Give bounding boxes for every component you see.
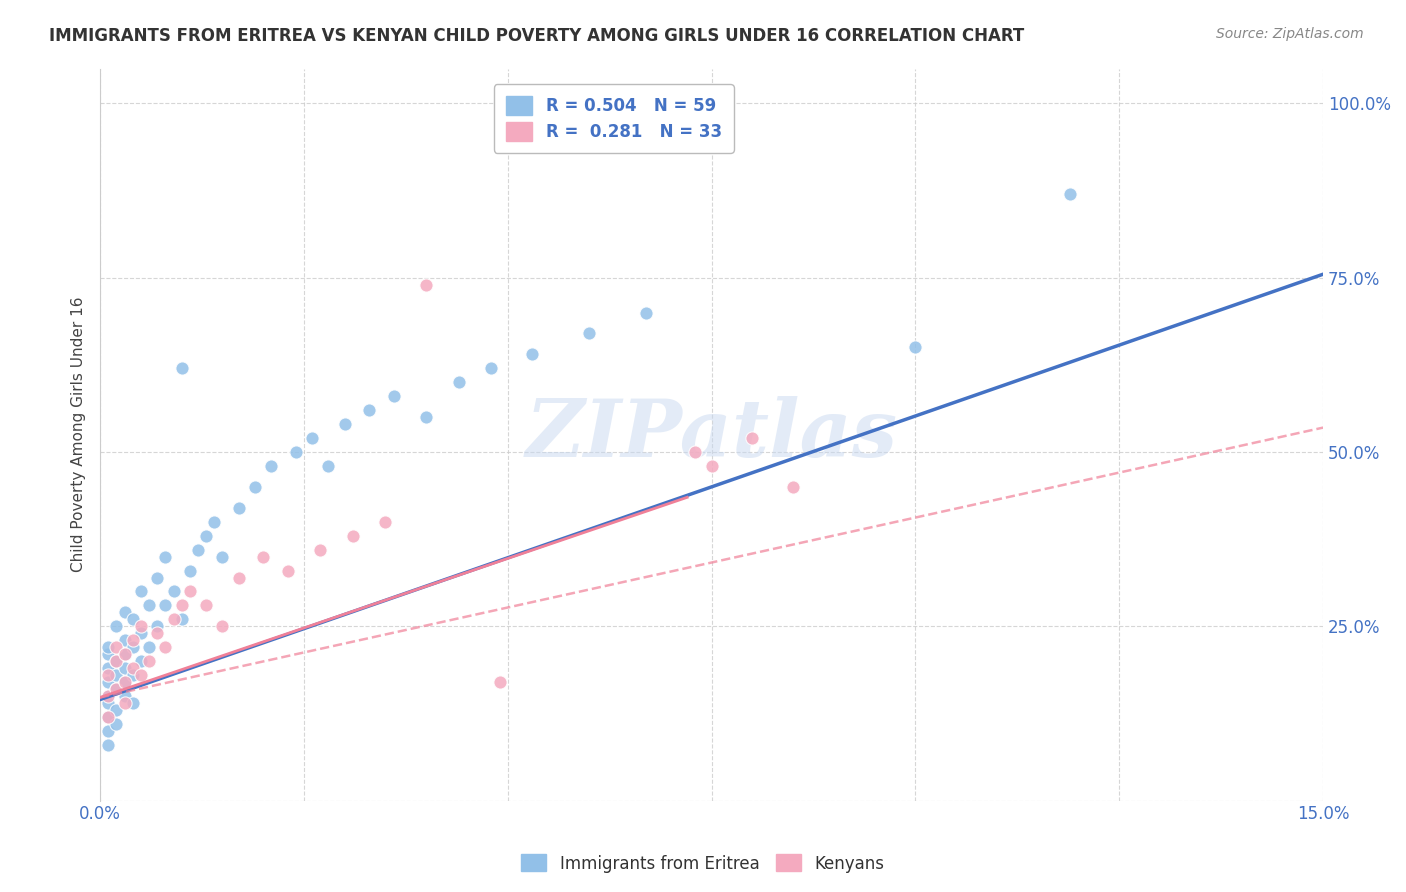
Point [114, 633, 136, 648]
Point [179, 564, 201, 578]
Point [114, 661, 136, 675]
Point [97, 710, 120, 724]
Point [318, 458, 340, 473]
Point [277, 564, 299, 578]
Point [129, 619, 152, 633]
Point [97, 647, 120, 661]
Point [97, 689, 120, 703]
Point [121, 612, 143, 626]
Point [359, 403, 381, 417]
Point [155, 549, 177, 564]
Point [741, 431, 763, 445]
Point [170, 361, 193, 376]
Point [260, 458, 283, 473]
Point [415, 277, 437, 292]
Point [415, 410, 437, 425]
Point [114, 647, 136, 661]
Point [121, 640, 143, 655]
Point [382, 389, 405, 403]
Point [1059, 187, 1081, 202]
Point [97, 689, 120, 703]
Point [374, 515, 396, 529]
Point [578, 326, 600, 341]
Point [105, 681, 128, 696]
Point [129, 626, 152, 640]
Point [155, 599, 177, 613]
Point [105, 717, 128, 731]
Point [195, 529, 218, 543]
Point [782, 480, 804, 494]
Point [105, 703, 128, 717]
Point [904, 340, 927, 354]
Y-axis label: Child Poverty Among Girls Under 16: Child Poverty Among Girls Under 16 [72, 297, 86, 573]
Point [114, 606, 136, 620]
Point [105, 668, 128, 682]
Point [138, 640, 160, 655]
Point [179, 584, 201, 599]
Point [114, 675, 136, 690]
Point [170, 599, 193, 613]
Point [146, 619, 169, 633]
Point [309, 542, 332, 557]
Point [114, 696, 136, 710]
Point [488, 675, 510, 690]
Point [105, 640, 128, 655]
Point [105, 654, 128, 668]
Point [252, 549, 274, 564]
Point [301, 431, 323, 445]
Point [636, 305, 658, 319]
Point [97, 675, 120, 690]
Legend: R = 0.504   N = 59, R =  0.281   N = 33: R = 0.504 N = 59, R = 0.281 N = 33 [494, 84, 734, 153]
Point [162, 584, 184, 599]
Point [121, 633, 143, 648]
Point [105, 681, 128, 696]
Point [700, 458, 723, 473]
Point [121, 696, 143, 710]
Point [342, 529, 364, 543]
Point [195, 599, 218, 613]
Point [97, 668, 120, 682]
Point [121, 668, 143, 682]
Point [170, 612, 193, 626]
Point [121, 661, 143, 675]
Point [243, 480, 266, 494]
Point [146, 570, 169, 584]
Point [105, 619, 128, 633]
Point [333, 417, 356, 431]
Text: IMMIGRANTS FROM ERITREA VS KENYAN CHILD POVERTY AMONG GIRLS UNDER 16 CORRELATION: IMMIGRANTS FROM ERITREA VS KENYAN CHILD … [49, 27, 1025, 45]
Point [685, 445, 707, 459]
Point [138, 654, 160, 668]
Point [211, 549, 233, 564]
Text: ZIPatlas: ZIPatlas [526, 396, 897, 474]
Point [162, 612, 184, 626]
Point [138, 599, 160, 613]
Point [211, 619, 233, 633]
Point [114, 647, 136, 661]
Text: Source: ZipAtlas.com: Source: ZipAtlas.com [1216, 27, 1364, 41]
Point [129, 584, 152, 599]
Point [146, 626, 169, 640]
Point [97, 661, 120, 675]
Point [105, 654, 128, 668]
Point [114, 675, 136, 690]
Point [228, 570, 250, 584]
Point [97, 710, 120, 724]
Point [97, 723, 120, 738]
Legend: Immigrants from Eritrea, Kenyans: Immigrants from Eritrea, Kenyans [515, 847, 891, 880]
Point [447, 376, 470, 390]
Point [522, 347, 544, 361]
Point [97, 640, 120, 655]
Point [97, 738, 120, 752]
Point [155, 640, 177, 655]
Point [129, 668, 152, 682]
Point [114, 689, 136, 703]
Point [228, 500, 250, 515]
Point [129, 654, 152, 668]
Point [284, 445, 307, 459]
Point [97, 696, 120, 710]
Point [202, 515, 225, 529]
Point [481, 361, 503, 376]
Point [187, 542, 209, 557]
